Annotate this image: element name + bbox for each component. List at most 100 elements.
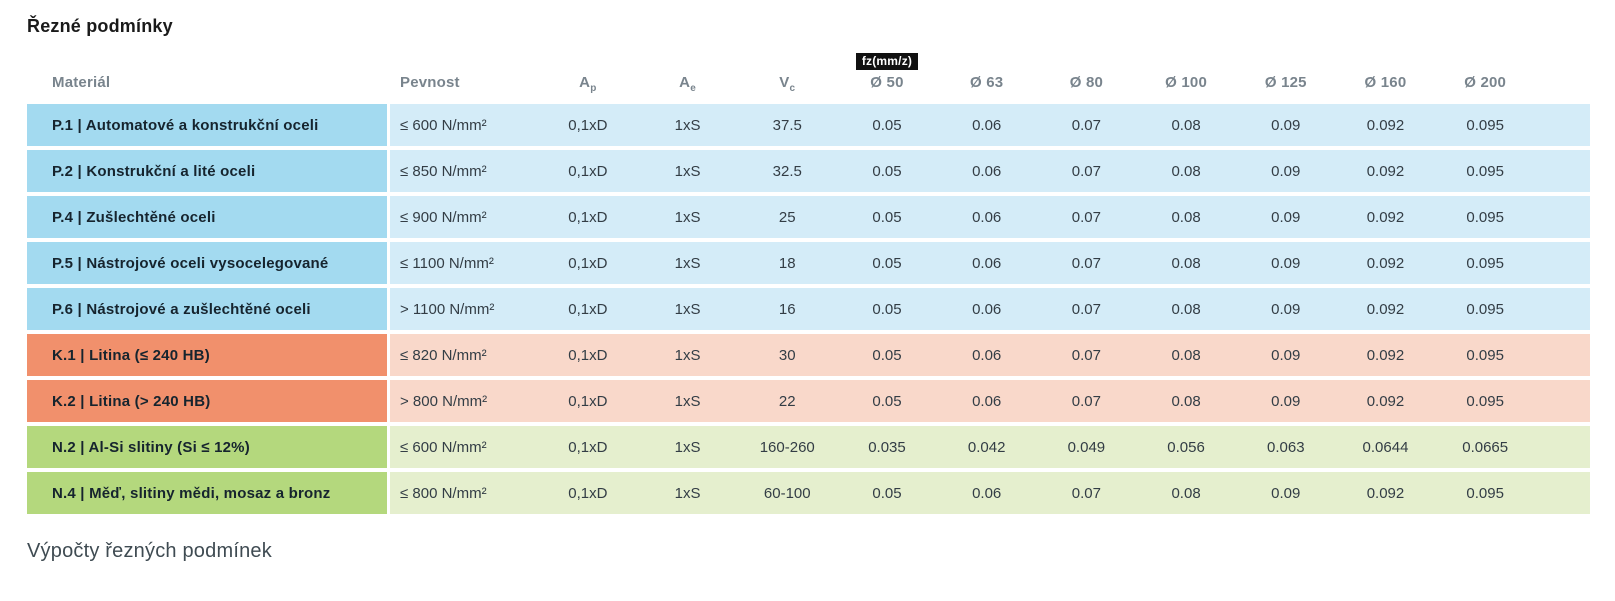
fz-cell: 0.092: [1366, 484, 1405, 502]
ae-cell: 1xS: [674, 484, 701, 502]
fz-unit-badge: fz(mm/z): [855, 53, 919, 70]
ap-cell: 0,1xD: [568, 254, 608, 272]
vc-cell: 60-100: [763, 484, 811, 502]
fz-cell: 0.07: [1071, 162, 1101, 180]
page-title: Řezné podmínky: [27, 16, 173, 36]
header-ae-label: Ae: [679, 74, 696, 94]
table-row: P.2 | Konstrukční a lité oceli ≤ 850 N/mm…: [27, 150, 1590, 192]
vc-cell: 22: [778, 392, 796, 410]
header-diameter-label: Ø 80: [1069, 74, 1104, 91]
header-diameter: Ø 100: [1136, 74, 1236, 91]
fz-cell: 0.09: [1271, 346, 1301, 364]
fz-cell: 0.092: [1366, 162, 1405, 180]
pevnost-cell: ≤ 900 N/mm²: [400, 208, 487, 226]
header-material-label: Materiál: [52, 74, 111, 91]
row-values: ≤ 850 N/mm² 0,1xD 1xS 32.5 0.05 0.06 0.07 0.08 0…: [390, 150, 1590, 192]
header-pevnost: Pevnost: [390, 74, 538, 91]
fz-cell: 0.09: [1271, 116, 1301, 134]
fz-cell: 0.05: [872, 208, 902, 226]
fz-cell: 0.07: [1071, 484, 1101, 502]
header-ap-label: Ap: [579, 74, 597, 94]
header-diameter-label: Ø 50: [870, 74, 904, 91]
material-label: P.5 | Nástrojové oceli vysocelegované: [52, 254, 329, 272]
material-cell: P.5 | Nástrojové oceli vysocelegované: [27, 242, 390, 284]
table-row: N.4 | Měď, slitiny mědi, mosaz a bronz ≤ …: [27, 472, 1590, 514]
pevnost-cell: ≤ 820 N/mm²: [400, 346, 487, 364]
vc-cell: 160-260: [759, 438, 815, 456]
ae-cell: 1xS: [674, 346, 701, 364]
fz-cell: 0.05: [872, 392, 902, 410]
pevnost-cell: ≤ 800 N/mm²: [400, 484, 487, 502]
material-cell: P.4 | Zušlechtěné oceli: [27, 196, 390, 238]
fz-cell: 0.06: [972, 116, 1002, 134]
fz-cell: 0.095: [1466, 392, 1504, 410]
header-ap: Ap: [538, 74, 638, 94]
fz-cell: 0.09: [1271, 392, 1301, 410]
fz-cell: 0.08: [1171, 254, 1201, 272]
table-row: K.2 | Litina (> 240 HB) > 800 N/mm² 0,1xD 1…: [27, 380, 1590, 422]
header-diameter: Ø 125: [1236, 74, 1336, 91]
pevnost-cell: ≤ 600 N/mm²: [400, 438, 487, 456]
header-diameter-label: Ø 63: [970, 74, 1004, 91]
fz-cell: 0.08: [1171, 484, 1201, 502]
fz-cell: 0.049: [1067, 438, 1106, 456]
vc-cell: 32.5: [772, 162, 802, 180]
ae-cell: 1xS: [674, 392, 701, 410]
fz-cell: 0.0665: [1462, 438, 1509, 456]
fz-cell: 0.08: [1171, 392, 1201, 410]
fz-cell: 0.095: [1466, 300, 1504, 318]
fz-cell: 0.095: [1466, 116, 1504, 134]
pevnost-cell: ≤ 600 N/mm²: [400, 116, 487, 134]
material-cell: P.2 | Konstrukční a lité oceli: [27, 150, 390, 192]
fz-cell: 0.07: [1071, 346, 1101, 364]
table-row: P.5 | Nástrojové oceli vysocelegované ≤ 1…: [27, 242, 1590, 284]
table-row: P.4 | Zušlechtěné oceli ≤ 900 N/mm² 0,1xD 1…: [27, 196, 1590, 238]
header-vc-label: Vc: [779, 74, 796, 94]
fz-cell: 0.06: [972, 346, 1002, 364]
table-body: P.1 | Automatové a konstrukční oceli ≤ 60…: [27, 104, 1590, 514]
material-label: N.2 | Al-Si slitiny (Si ≤ 12%): [52, 438, 250, 456]
material-cell: P.6 | Nástrojové a zušlechtěné oceli: [27, 288, 390, 330]
fz-cell: 0.06: [972, 392, 1002, 410]
material-label: P.6 | Nástrojové a zušlechtěné oceli: [52, 300, 311, 318]
ae-cell: 1xS: [674, 208, 701, 226]
ap-cell: 0,1xD: [568, 392, 608, 410]
pevnost-cell: > 1100 N/mm²: [400, 300, 495, 318]
material-cell: K.2 | Litina (> 240 HB): [27, 380, 390, 422]
table-row: P.6 | Nástrojové a zušlechtěné oceli > 11…: [27, 288, 1590, 330]
fz-cell: 0.05: [872, 484, 902, 502]
fz-cell: 0.042: [967, 438, 1006, 456]
row-values: > 1100 N/mm² 0,1xD 1xS 16 0.05 0.06 0.07 0.08 0.…: [390, 288, 1590, 330]
fz-cell: 0.095: [1466, 346, 1504, 364]
fz-cell: 0.09: [1271, 208, 1301, 226]
ap-cell: 0,1xD: [568, 300, 608, 318]
fz-cell: 0.09: [1271, 162, 1301, 180]
fz-cell: 0.05: [872, 162, 902, 180]
ap-cell: 0,1xD: [568, 116, 608, 134]
fz-cell: 0.08: [1171, 300, 1201, 318]
material-cell: K.1 | Litina (≤ 240 HB): [27, 334, 390, 376]
header-diameter-label: Ø 125: [1264, 74, 1307, 91]
header-rest: Pevnost Ap Ae Vc fz(mm/z) Ø 50 Ø 63 Ø 80 Ø 1…: [390, 53, 1590, 94]
row-values: ≤ 800 N/mm² 0,1xD 1xS 60-100 0.05 0.06 0.07 0.0…: [390, 472, 1590, 514]
cutting-conditions-table: Materiál Pevnost Ap Ae Vc fz(mm/z) Ø 50 Ø …: [27, 53, 1590, 514]
fz-cell: 0.07: [1071, 392, 1101, 410]
vc-cell: 16: [778, 300, 796, 318]
header-material: Materiál: [27, 74, 390, 91]
fz-cell: 0.092: [1366, 254, 1405, 272]
ae-cell: 1xS: [674, 116, 701, 134]
header-diameter-label: Ø 160: [1364, 74, 1407, 91]
vc-cell: 18: [778, 254, 796, 272]
row-values: > 800 N/mm² 0,1xD 1xS 22 0.05 0.06 0.07 0.08 0.0…: [390, 380, 1590, 422]
material-label: K.1 | Litina (≤ 240 HB): [52, 346, 210, 364]
header-diameter-label: Ø 100: [1165, 74, 1207, 91]
ap-cell: 0,1xD: [568, 208, 608, 226]
ap-cell: 0,1xD: [568, 346, 608, 364]
page: Řezné podmínky Materiál Pevnost Ap Ae Vc: [27, 16, 1590, 562]
header-ae: Ae: [638, 74, 738, 94]
fz-cell: 0.08: [1171, 116, 1201, 134]
ae-cell: 1xS: [674, 438, 701, 456]
ap-cell: 0,1xD: [568, 484, 608, 502]
header-diameter: Ø 63: [937, 74, 1037, 91]
fz-cell: 0.092: [1366, 208, 1405, 226]
